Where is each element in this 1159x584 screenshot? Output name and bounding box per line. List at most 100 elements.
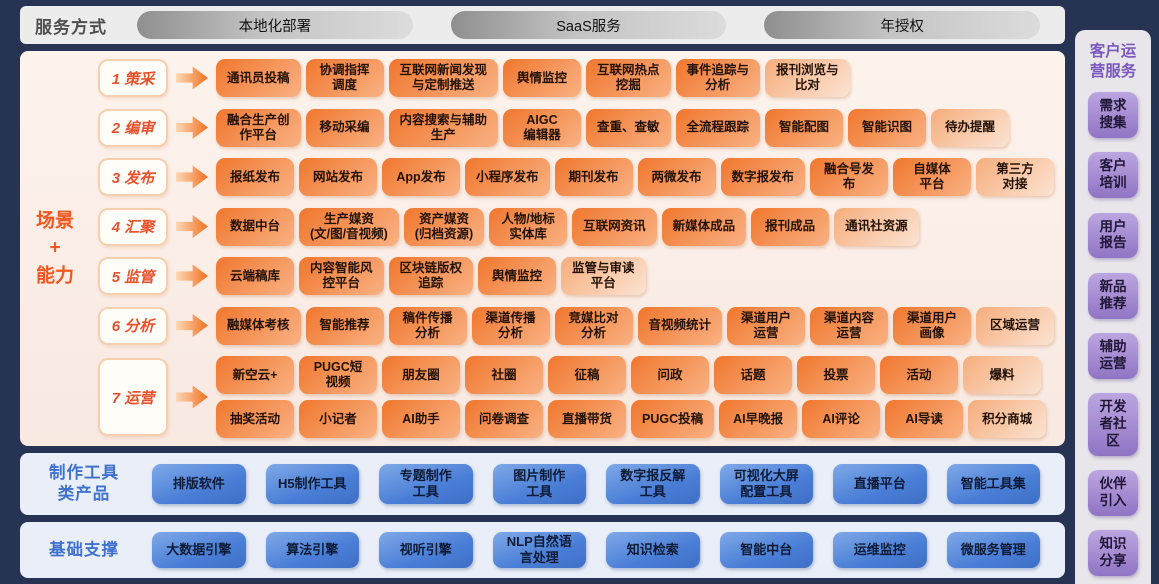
capability-box: 区域运营	[976, 306, 1055, 345]
customer-ops-box: 辅助 运营	[1088, 332, 1138, 379]
customer-ops-box: 客户 培训	[1088, 152, 1138, 199]
capability-box: 生产媒资 (文/图/音视频)	[299, 207, 399, 246]
capability-box: 区块链版权 追踪	[388, 257, 474, 295]
capability-box: 朋友圈	[382, 356, 460, 394]
capability-box: 移动采编	[305, 108, 384, 147]
capability-box: 网站发布	[299, 158, 377, 196]
capability-box: 待办提醒	[931, 108, 1010, 147]
capability-box: 智能配图	[765, 108, 844, 147]
capability-box: 活动	[880, 356, 958, 394]
tool-box: 智能工具集	[946, 464, 1040, 504]
stage-chip: 5 监管	[98, 257, 168, 295]
arrow-right-icon	[176, 314, 208, 337]
capability-box: 期刊发布	[554, 158, 633, 196]
base-support-box: NLP自然语 言处理	[492, 532, 586, 568]
tools-row: 排版软件 H5制作工具 专题制作 工具 图片制作 工具 数字报反解 工具 可视化大屏 配置…	[152, 464, 1040, 504]
base-support-box: 运维监控	[833, 532, 927, 568]
capability-box-row: 融媒体考核 智能推荐 稿件传播 分析 渠道传播 分析 竞媒比对 分析 音视频统计 渠道用户 …	[216, 306, 1055, 345]
capability-box-column: 新空云+ PUGC短 视频 朋友圈 社圈 征稿 问政 话题 投票 活动 爆料 抽奖活动 小记者 AI助手…	[216, 356, 1047, 438]
service-mode-label: 服务方式	[35, 17, 107, 37]
capability-box: 渠道内容 运营	[810, 306, 889, 345]
stage-chip: 7 运营	[98, 358, 168, 436]
capability-box: 新空云+	[216, 356, 294, 394]
capability-box: 舆情监控	[478, 257, 557, 295]
capability-box: 资产媒资 (归档资源)	[403, 207, 485, 246]
capability-box-row: 数据中台 生产媒资 (文/图/音视频) 资产媒资 (归档资源) 人物/地标 实体库 互联…	[216, 207, 919, 246]
customer-ops-title: 客户运 营服务	[1089, 43, 1137, 81]
capability-box: 通讯社资源	[834, 207, 919, 246]
scenario-row: 6 分析 融媒体考核 智能推荐 稿件传播 分析 渠道传播 分析 竞媒比对 分析 音视频统计渠…	[98, 306, 1057, 345]
capability-box: App发布	[382, 158, 460, 196]
base-support-box: 算法引擎	[265, 532, 359, 568]
stage-chip: 4 汇聚	[98, 207, 168, 246]
capability-box: 投票	[797, 356, 875, 394]
capability-box: 稿件传播 分析	[388, 306, 467, 345]
tools-panel: 制作工具 类产品 排版软件 H5制作工具 专题制作 工具 图片制作 工具 数字报反解 工…	[20, 453, 1065, 515]
capability-box: 互联网新闻发现 与定制推送	[388, 59, 499, 97]
capability-box: AI早晚报	[719, 400, 798, 438]
scenario-row: 3 发布 报纸发布 网站发布 App发布 小程序发布 期刊发布 两微发布 数字报发布 融合号发 …	[98, 158, 1057, 196]
capability-box: 内容智能风 控平台	[299, 257, 384, 295]
base-support-box: 微服务管理	[946, 532, 1040, 568]
capability-box: 征稿	[548, 356, 626, 394]
customer-ops-sidebar: 客户运 营服务 需求 搜集 客户 培训 用户 报告 新品 推荐 辅助 运营 开发 者社 区…	[1075, 30, 1151, 584]
capability-box: 全流程跟踪	[675, 108, 761, 147]
capability-box: 云端稿库	[216, 257, 294, 295]
capability-box: 抽奖活动	[216, 400, 294, 438]
capability-box-row: 通讯员投稿 协调指挥 调度 互联网新闻发现 与定制推送 舆情监控 互联网热点 挖掘 事件追…	[216, 59, 850, 97]
tool-box: 直播平台	[833, 464, 927, 504]
customer-ops-box: 需求 搜集	[1088, 92, 1138, 139]
capability-box: 第三方 对接	[976, 158, 1055, 196]
tool-box: 可视化大屏 配置工具	[719, 464, 813, 504]
capability-box: AIGC 编辑器	[503, 108, 582, 147]
scenario-capability-panel: 场景 + 能力 1 策采 通讯员投稿 协调指挥 调度 互联网新闻发现 与定制推送 舆情监…	[20, 51, 1065, 446]
capability-box: 问政	[631, 356, 709, 394]
scenario-row: 4 汇聚 数据中台 生产媒资 (文/图/音视频) 资产媒资 (归档资源) 人物/地标 实…	[98, 207, 1057, 246]
capability-box: 数字报发布	[720, 158, 806, 196]
service-pill: 年授权	[764, 11, 1041, 39]
service-mode-bar: 服务方式 本地化部署 SaaS服务 年授权	[20, 6, 1065, 44]
capability-box: AI评论	[802, 400, 881, 438]
capability-box: 渠道用户 运营	[727, 306, 806, 345]
base-support-box: 视听引擎	[379, 532, 473, 568]
tool-box: 排版软件	[152, 464, 246, 504]
capability-box: 报刊成品	[751, 207, 830, 246]
capability-box: 舆情监控	[503, 59, 582, 97]
capability-box: 智能识图	[848, 108, 927, 147]
customer-ops-items: 需求 搜集 客户 培训 用户 报告 新品 推荐 辅助 运营 开发 者社 区伙伴 引入 知识 …	[1088, 92, 1138, 576]
capability-box: 新媒体成品	[661, 207, 747, 246]
base-support-row: 大数据引擎 算法引擎 视听引擎 NLP自然语 言处理 知识检索 智能中台 运维监控 微服务管理	[152, 532, 1040, 568]
capability-box: 音视频统计	[637, 306, 723, 345]
capability-box: PUGC投稿	[631, 400, 715, 438]
capability-box: 小记者	[299, 400, 377, 438]
arrow-right-icon	[176, 165, 208, 189]
capability-box: 互联网热点 挖掘	[586, 59, 671, 97]
base-support-box: 智能中台	[719, 532, 813, 568]
capability-box: 查重、查敏	[586, 108, 671, 147]
capability-box: 融合号发 布	[810, 158, 889, 196]
capability-box: 问卷调查	[465, 400, 543, 438]
service-pill-group: 本地化部署 SaaS服务 年授权	[137, 11, 1041, 39]
capability-box: 监管与审读 平台	[561, 257, 646, 295]
main-column: 服务方式 本地化部署 SaaS服务 年授权 场景 + 能力 1 策采 通讯员投稿 协调指…	[20, 6, 1065, 578]
capability-box: 协调指挥 调度	[305, 59, 384, 97]
capability-box: 两微发布	[637, 158, 716, 196]
arrow-right-icon	[176, 264, 208, 288]
capability-box: 融合生产创 作平台	[216, 108, 301, 147]
base-support-panel: 基础支撑 大数据引擎 算法引擎 视听引擎 NLP自然语 言处理 知识检索 智能中台 运维监控…	[20, 522, 1065, 578]
capability-box: 人物/地标 实体库	[489, 207, 568, 246]
arrow-right-icon	[176, 66, 208, 90]
base-support-box: 大数据引擎	[152, 532, 246, 568]
tool-box: H5制作工具	[265, 464, 359, 504]
arrow-right-icon	[176, 215, 208, 238]
service-pill: SaaS服务	[450, 11, 727, 39]
capability-box-row: 报纸发布 网站发布 App发布 小程序发布 期刊发布 两微发布 数字报发布 融合号发 布自媒体…	[216, 158, 1055, 196]
scenario-capability-label: 场景 + 能力	[36, 210, 75, 287]
capability-box: 报纸发布	[216, 158, 294, 196]
scenario-row: 7 运营 新空云+ PUGC短 视频 朋友圈 社圈 征稿 问政 话题 投票 活动 爆料 抽奖活动 小记者…	[98, 356, 1057, 438]
capability-box: 内容搜索与辅助 生产	[388, 108, 499, 147]
arrow-right-icon	[176, 116, 208, 139]
capability-box: 渠道传播 分析	[471, 306, 550, 345]
capability-box: AI导读	[885, 400, 964, 438]
